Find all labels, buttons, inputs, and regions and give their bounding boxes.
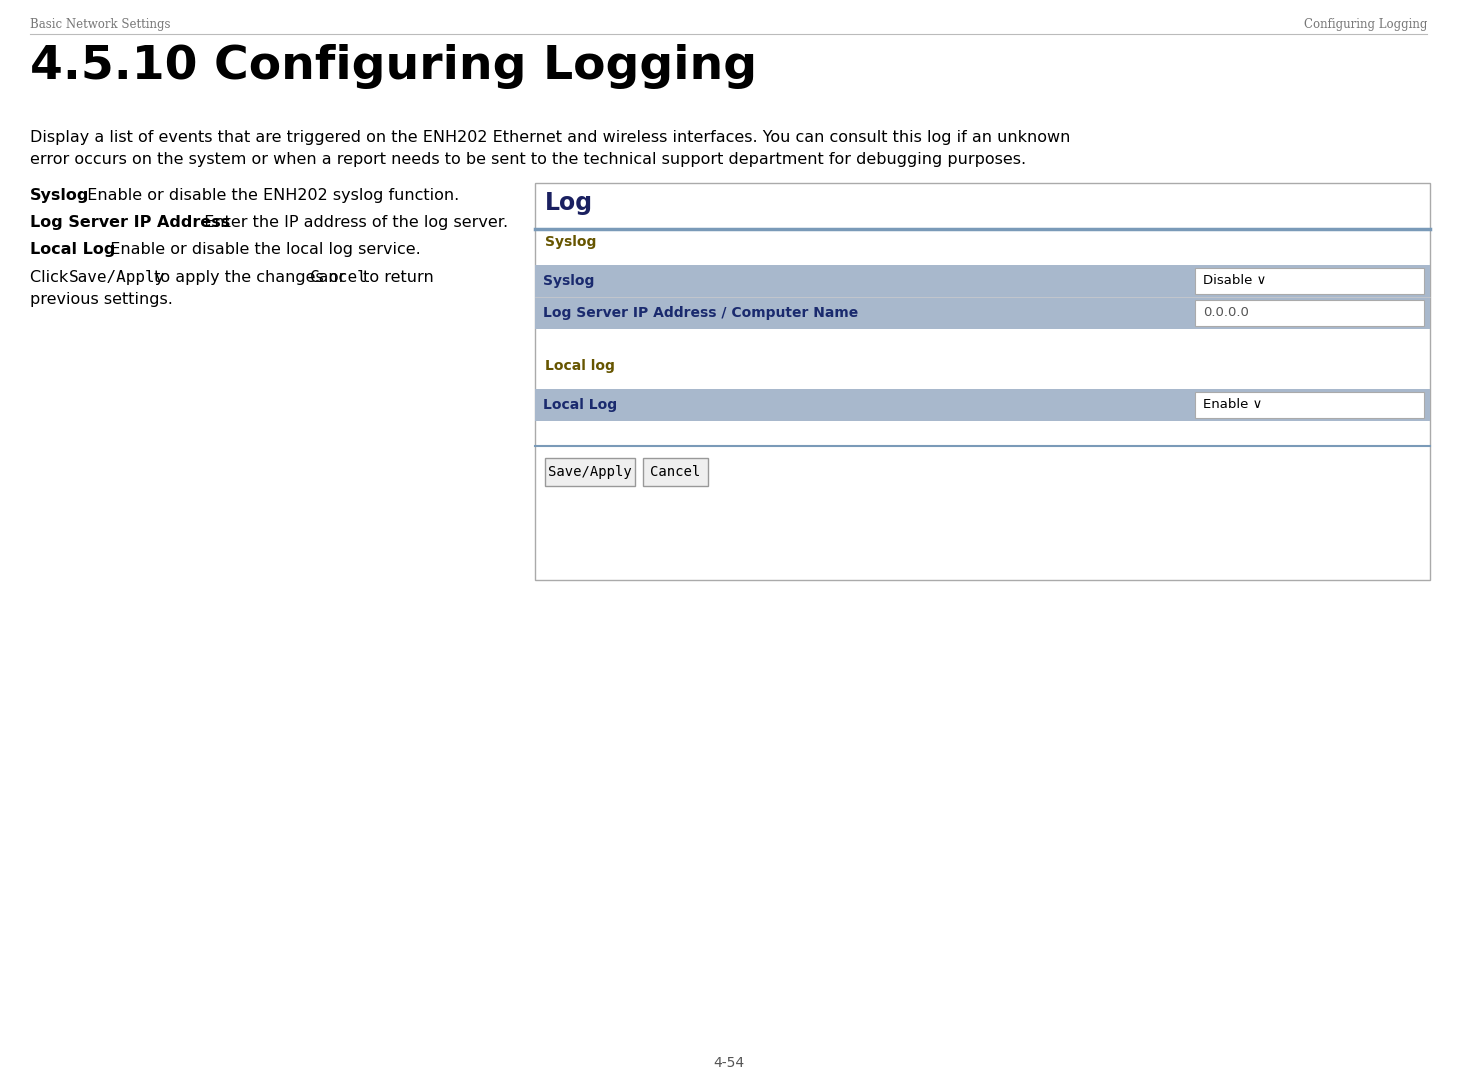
Text: Enable or disable the ENH202 syslog function.: Enable or disable the ENH202 syslog func… (77, 187, 459, 203)
Text: 0.0.0.0: 0.0.0.0 (1203, 306, 1249, 319)
Text: Log: Log (545, 191, 593, 215)
Text: Enable or disable the local log service.: Enable or disable the local log service. (101, 242, 421, 257)
Text: Disable ∨: Disable ∨ (1203, 275, 1266, 288)
Text: Log Server IP Address / Computer Name: Log Server IP Address / Computer Name (543, 306, 858, 320)
Text: Syslog: Syslog (31, 187, 89, 203)
Text: Log Server IP Address: Log Server IP Address (31, 215, 230, 230)
Text: Syslog: Syslog (543, 274, 594, 288)
Text: Enable ∨: Enable ∨ (1203, 399, 1262, 412)
Text: Configuring Logging: Configuring Logging (1304, 19, 1426, 31)
Text: Local log: Local log (545, 359, 615, 373)
FancyBboxPatch shape (1195, 300, 1423, 326)
Text: 4-54: 4-54 (712, 1056, 745, 1070)
Text: Cancel: Cancel (650, 465, 701, 479)
Text: Basic Network Settings: Basic Network Settings (31, 19, 170, 31)
FancyBboxPatch shape (643, 458, 708, 486)
Text: Syslog: Syslog (545, 235, 596, 249)
Text: Save/Apply: Save/Apply (68, 270, 165, 284)
Text: error occurs on the system or when a report needs to be sent to the technical su: error occurs on the system or when a rep… (31, 152, 1026, 167)
Text: Cancel: Cancel (309, 270, 367, 284)
FancyBboxPatch shape (1195, 392, 1423, 417)
FancyBboxPatch shape (535, 265, 1429, 296)
Text: 4.5.10 Configuring Logging: 4.5.10 Configuring Logging (31, 44, 758, 89)
FancyBboxPatch shape (535, 296, 1429, 329)
Text: Local Log: Local Log (31, 242, 115, 257)
Text: previous settings.: previous settings. (31, 292, 173, 307)
Text: Enter the IP address of the log server.: Enter the IP address of the log server. (194, 215, 508, 230)
Text: Local Log: Local Log (543, 398, 618, 412)
FancyBboxPatch shape (545, 458, 635, 486)
FancyBboxPatch shape (1195, 268, 1423, 294)
Text: to return: to return (358, 270, 434, 284)
FancyBboxPatch shape (535, 389, 1429, 421)
Text: Click: Click (31, 270, 73, 284)
Text: Display a list of events that are triggered on the ENH202 Ethernet and wireless : Display a list of events that are trigge… (31, 130, 1071, 145)
Text: to apply the changes or: to apply the changes or (150, 270, 351, 284)
FancyBboxPatch shape (535, 183, 1429, 580)
Text: Save/Apply: Save/Apply (548, 465, 632, 479)
